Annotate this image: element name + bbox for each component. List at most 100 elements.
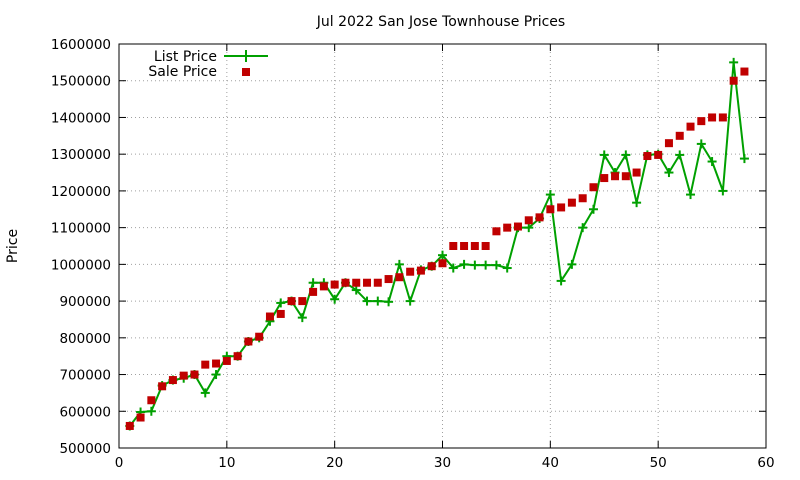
sale-price-point [222,356,231,365]
list-price-point [459,259,469,269]
sale-price-point [341,278,350,287]
sale-price-point [686,122,695,131]
sale-price-point [233,352,242,361]
chart-title: Jul 2022 San Jose Townhouse Prices [316,14,565,30]
sale-price-point [255,332,264,341]
sale-price-point [697,117,706,126]
sale-price-point [611,172,620,181]
list-price-point [308,278,318,288]
x-tick-label: 30 [434,455,451,471]
list-price-point [373,296,383,306]
list-price-point [502,263,512,273]
list-price-point [675,150,685,160]
list-price-point [362,296,372,306]
sale-price-point [524,216,533,225]
sale-price-point [621,172,630,181]
sale-price-point [395,273,404,282]
y-tick-label: 800000 [59,331,111,347]
sale-price-point [600,174,609,183]
list-price-point [276,298,286,308]
list-price-point [696,139,706,149]
sale-price-point [265,312,274,321]
sale-price-point [406,267,415,276]
list-price-point [394,259,404,269]
x-tick-label: 20 [326,455,343,471]
sale-price-point [244,337,253,346]
y-tick-label: 1200000 [51,184,111,200]
sale-price-point [373,278,382,287]
y-tick-label: 900000 [59,294,111,310]
list-price-point [664,168,674,178]
list-price-point [330,294,340,304]
list-price-point [578,223,588,233]
grid [119,44,766,448]
plot-frame [118,43,767,449]
list-price-point [200,388,210,398]
x-tick-label: 40 [542,455,559,471]
x-tick-label: 50 [650,455,667,471]
sale-price-point [503,223,512,232]
sale-price-point [416,266,425,275]
sale-price-point [535,213,544,222]
sale-price-point [654,150,663,159]
list-price-point [686,190,696,200]
legend-label-sale-price: Sale Price [148,64,217,80]
x-tick-label: 60 [757,455,774,471]
y-tick-label: 500000 [59,441,111,457]
list-price-point [729,57,739,67]
list-price-point [524,223,534,233]
list-price-point [384,297,394,307]
sale-price-point [481,242,490,250]
list-price-point [556,276,566,286]
list-price-point [621,150,631,160]
sale-price-point [352,278,361,287]
sale-price-point [589,183,598,192]
x-tick-label: 0 [115,455,124,471]
y-tick-label: 1400000 [51,110,111,126]
list-price-point [211,370,221,380]
sale-price-point [276,309,285,318]
sale-price-point [330,280,339,289]
sale-price-point [643,152,652,161]
legend-marker-sale-price [242,68,250,76]
y-tick-label: 1500000 [51,74,111,90]
y-tick-label: 1100000 [51,221,111,237]
sale-price-point [740,67,749,76]
sale-price-point [449,242,458,250]
x-tick-label: 10 [218,455,235,471]
y-axis-label: Price [5,229,21,263]
sale-price-point [319,282,328,291]
sale-price-point [492,227,501,236]
sale-price-point [363,278,372,287]
list-price-point [707,157,717,167]
sale-price-point [632,168,641,177]
sale-price-point [212,359,221,368]
list-price-point [545,190,555,200]
list-price-point [599,150,609,160]
sale-price-point [125,421,134,430]
list-price-line [129,61,746,427]
series-sale-price [125,67,749,430]
sale-price-point [298,297,307,306]
sale-price-point [546,205,555,214]
y-tick-label: 1300000 [51,147,111,163]
y-tick-label: 1000000 [51,257,111,273]
sale-price-point [168,376,177,385]
sale-price-point [708,113,717,122]
legend-label-list-price: List Price [154,49,217,65]
list-price-point [351,285,361,295]
list-price-point [588,204,598,214]
list-price-point [297,313,307,323]
list-price-point [405,296,415,306]
sale-price-point [664,139,673,148]
legend-marker-list-price [240,50,252,62]
list-price-point [470,260,480,270]
sale-price-point [384,275,393,284]
list-price-point [567,259,577,269]
sale-price-point [718,113,727,122]
sale-price-point [287,297,296,306]
list-price-point [438,250,447,260]
sale-price-point [190,370,199,379]
legend: List Price Sale Price [148,49,268,80]
